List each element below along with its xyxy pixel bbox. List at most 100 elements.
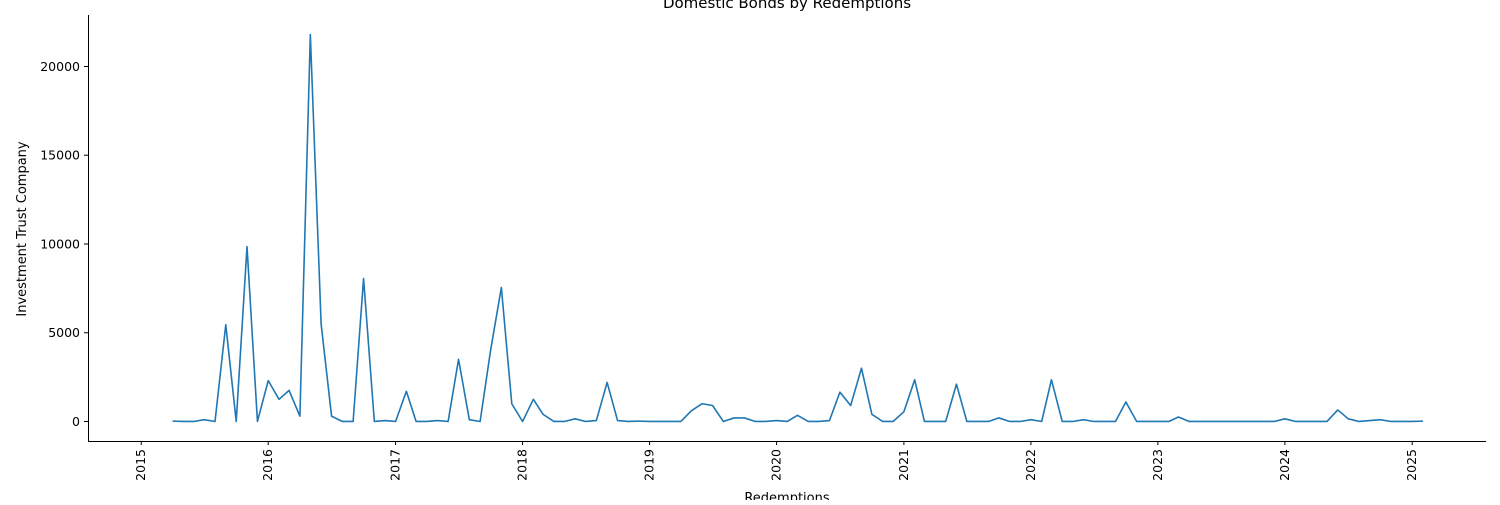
data-point xyxy=(490,350,492,352)
data-point xyxy=(755,421,757,423)
y-axis-ticks: 0 5000 10000 15000 20000 xyxy=(40,59,88,429)
data-point xyxy=(310,34,312,36)
data-point xyxy=(363,278,365,280)
data-point xyxy=(712,405,714,407)
data-point xyxy=(660,421,662,423)
data-point xyxy=(1041,421,1043,423)
data-point xyxy=(1072,421,1074,423)
data-point xyxy=(352,421,354,423)
data-point xyxy=(374,421,376,423)
data-point xyxy=(267,380,269,382)
data-point xyxy=(1305,421,1307,423)
x-tick-label: 2022 xyxy=(1023,449,1038,481)
data-point xyxy=(585,421,587,423)
data-points xyxy=(172,34,1424,423)
data-point xyxy=(638,420,640,422)
x-axis-label: Redemptions xyxy=(744,491,830,500)
data-point xyxy=(1019,421,1021,423)
data-point xyxy=(988,421,990,423)
data-point xyxy=(299,415,301,417)
data-point xyxy=(320,323,322,325)
y-tick-label: 20000 xyxy=(40,59,80,74)
data-point xyxy=(1136,421,1138,423)
data-point xyxy=(415,421,417,423)
data-point xyxy=(542,414,544,416)
data-point xyxy=(669,421,671,423)
data-point xyxy=(1178,416,1180,418)
data-point xyxy=(680,421,682,423)
data-point xyxy=(596,420,598,422)
data-point xyxy=(406,391,408,393)
y-tick-label: 0 xyxy=(72,414,80,429)
data-point xyxy=(945,421,947,423)
data-point xyxy=(649,421,651,423)
data-point xyxy=(787,421,789,423)
data-point xyxy=(564,421,566,423)
data-point xyxy=(511,403,513,405)
data-point xyxy=(426,421,428,423)
data-point xyxy=(501,287,503,289)
data-point xyxy=(1009,421,1011,423)
data-series-line xyxy=(172,33,1424,423)
data-point xyxy=(1273,421,1275,423)
data-point xyxy=(1263,421,1265,423)
data-point xyxy=(797,414,799,416)
data-point xyxy=(1146,421,1148,423)
data-point xyxy=(342,421,344,423)
data-point xyxy=(288,390,290,392)
chart-title: Domestic Bonds by Redemptions xyxy=(663,0,911,12)
data-point xyxy=(1369,420,1371,422)
data-point xyxy=(1326,421,1328,423)
data-point xyxy=(701,403,703,405)
x-axis-ticks: 2015 2016 2017 2018 2019 2020 2021 2022 2023 2024… xyxy=(133,441,1419,481)
data-point xyxy=(914,379,916,381)
data-point xyxy=(214,421,216,423)
data-point xyxy=(1390,421,1392,423)
x-tick-label: 2016 xyxy=(260,449,275,481)
data-point xyxy=(1220,421,1222,423)
data-point xyxy=(1199,421,1201,423)
data-point xyxy=(839,391,841,393)
data-point xyxy=(1337,409,1339,411)
x-tick-label: 2025 xyxy=(1404,449,1419,481)
data-point xyxy=(934,421,936,423)
x-tick-label: 2015 xyxy=(133,449,148,481)
data-point xyxy=(257,421,259,423)
data-point xyxy=(966,421,968,423)
data-point xyxy=(606,382,608,384)
y-axis-label: Investment Trust Company xyxy=(15,141,30,317)
data-point xyxy=(225,324,227,326)
data-point xyxy=(437,420,439,422)
data-point xyxy=(384,420,386,422)
data-point xyxy=(533,398,535,400)
data-point xyxy=(776,420,778,422)
data-point xyxy=(1188,421,1190,423)
data-point xyxy=(807,421,809,423)
data-point xyxy=(871,414,873,416)
data-point xyxy=(1051,379,1053,381)
data-point xyxy=(861,367,863,369)
y-tick-label: 10000 xyxy=(40,236,80,251)
data-point xyxy=(1422,420,1424,422)
data-point xyxy=(1316,421,1318,423)
data-point xyxy=(1083,419,1085,421)
data-point xyxy=(733,417,735,419)
data-point xyxy=(447,421,449,423)
data-point xyxy=(553,421,555,423)
data-point xyxy=(574,418,576,420)
data-point xyxy=(998,417,1000,419)
data-point xyxy=(1284,418,1286,420)
data-point xyxy=(1295,421,1297,423)
data-point xyxy=(458,359,460,361)
data-point xyxy=(1030,419,1032,421)
data-point xyxy=(331,415,333,417)
data-point xyxy=(892,421,894,423)
x-tick-label: 2019 xyxy=(642,449,657,481)
data-point xyxy=(691,410,693,412)
x-tick-label: 2018 xyxy=(515,449,530,481)
data-point xyxy=(1401,421,1403,423)
x-tick-label: 2017 xyxy=(388,449,403,481)
y-tick-label: 15000 xyxy=(40,148,80,163)
data-point xyxy=(1104,421,1106,423)
